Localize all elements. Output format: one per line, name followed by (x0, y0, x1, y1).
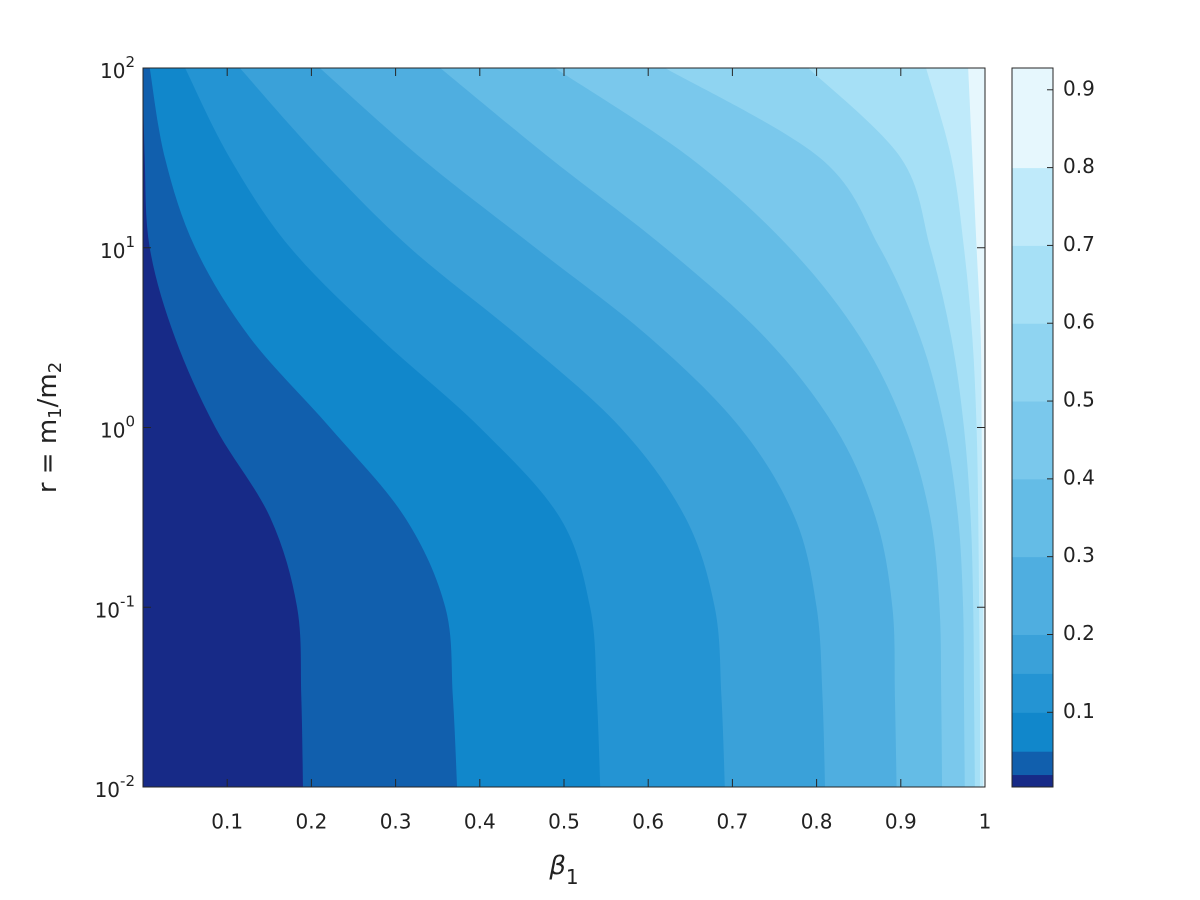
colorbar-band (1012, 712, 1053, 752)
x-tick-label: 1 (979, 810, 992, 834)
colorbar-tick-label: 0.4 (1063, 465, 1095, 489)
colorbar-band (1012, 774, 1053, 788)
y-tick-label: 10-1 (95, 592, 135, 622)
colorbar-band (1012, 245, 1053, 324)
y-tick-base: 10 (100, 59, 125, 83)
x-tick-label: 0.1 (211, 810, 243, 834)
y-tick-label: 10-2 (95, 772, 135, 802)
x-tick-label: 0.6 (632, 810, 664, 834)
colorbar-tick-label: 0.3 (1063, 543, 1095, 567)
x-tick-label: 0.8 (801, 810, 833, 834)
y-label-sub: 1 (45, 407, 66, 418)
y-tick-base: 10 (95, 778, 120, 802)
y-tick-exponent: 1 (125, 232, 135, 250)
y-tick-exponent: 2 (125, 53, 135, 71)
colorbar-band (1012, 68, 1053, 169)
y-tick-label: 101 (100, 232, 135, 262)
x-tick-label: 0.5 (548, 810, 580, 834)
colorbar-tick-label: 0.1 (1063, 699, 1095, 723)
x-axis-label: β1 (548, 851, 578, 889)
colorbar-band (1012, 323, 1053, 402)
x-tick-label: 0.3 (380, 810, 412, 834)
y-tick-base: 10 (100, 238, 125, 262)
colorbar-band (1012, 167, 1053, 246)
y-tick-exponent: -1 (120, 592, 135, 610)
y-tick-base: 10 (100, 418, 125, 442)
x-label-sub: 1 (566, 865, 579, 889)
colorbar-band (1012, 673, 1053, 713)
contour-group (143, 68, 985, 787)
y-tick-label: 102 (100, 53, 135, 83)
colorbar-band (1012, 556, 1053, 635)
colorbar-tick-label: 0.6 (1063, 310, 1095, 334)
y-tick-base: 10 (95, 598, 120, 622)
colorbar-band (1012, 478, 1053, 558)
y-label-sub: 2 (45, 362, 66, 373)
y-axis-label: r = m1/m2 (33, 362, 67, 493)
colorbar-tick-label: 0.7 (1063, 232, 1095, 256)
colorbar-tick-label: 0.8 (1063, 154, 1095, 178)
y-tick-exponent: 0 (125, 412, 135, 430)
x-tick-label: 0.2 (295, 810, 327, 834)
colorbar-band (1012, 751, 1053, 776)
contour-band (143, 68, 303, 787)
colorbar-tick-label: 0.2 (1063, 621, 1095, 645)
colorbar-tick-label: 0.5 (1063, 388, 1095, 412)
x-tick-label: 0.7 (716, 810, 748, 834)
x-label-symbol: β (548, 851, 566, 881)
colorbar-frame (1011, 67, 1054, 788)
colorbar-tick-label: 0.9 (1063, 76, 1095, 100)
x-tick-label: 0.4 (464, 810, 496, 834)
y-label-text: /m (33, 373, 63, 407)
colorbar-band (1012, 634, 1053, 674)
y-label-text: r = m (33, 419, 63, 493)
y-tick-exponent: -2 (120, 772, 135, 790)
y-tick-label: 100 (100, 412, 135, 442)
x-tick-label: 0.9 (885, 810, 917, 834)
colorbar-band (1012, 401, 1053, 480)
